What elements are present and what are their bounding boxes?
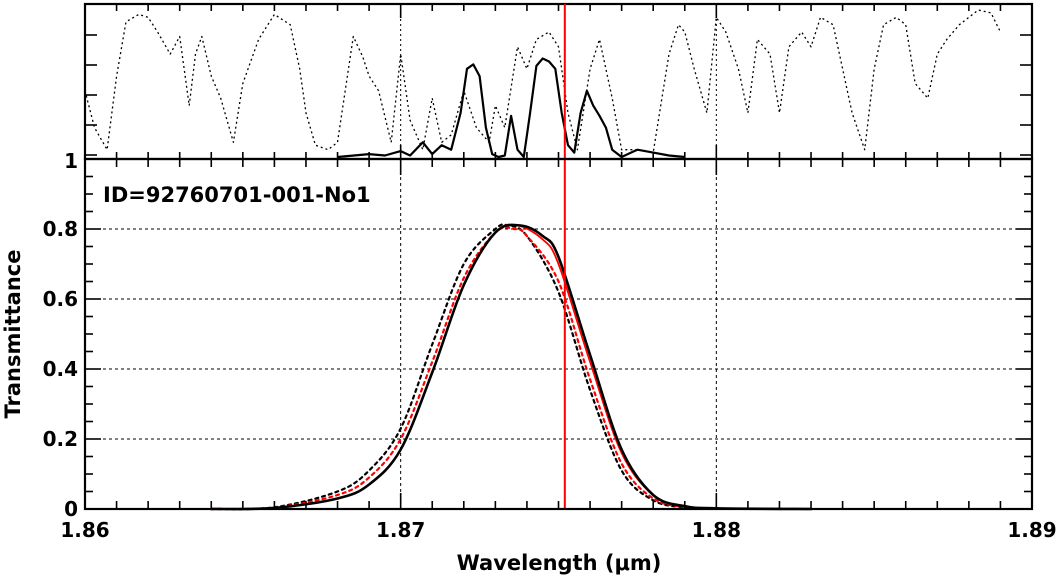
filter-id-annotation: ID=92760701-001-No1: [103, 183, 371, 207]
y-tick-label: 0: [64, 497, 78, 521]
y-tick-label: 0.4: [43, 357, 78, 381]
x-tick-label: 1.86: [60, 518, 109, 542]
y-tick-label: 0.2: [43, 427, 78, 451]
x-axis-title: Wavelength (μm): [457, 551, 662, 575]
bottom-panel-transmittance-plot: 1.86 1.87 1.88 1.89 0 0.2 0.4 0.6 0.8: [43, 4, 1056, 542]
top-atmosphere-series: [84, 9, 1001, 154]
transmittance-series-solid-red: [210, 223, 812, 510]
top-panel-frame: [83, 2, 1034, 161]
bottom-panel-frame: [83, 157, 1034, 511]
y-tick-label: 0.8: [43, 217, 78, 241]
x-tick-label: 1.89: [1007, 518, 1056, 542]
x-tick-label: 1.87: [376, 518, 425, 542]
y-tick-label: 0.6: [43, 287, 78, 311]
y-axis-title: Transmittance: [1, 250, 25, 419]
top-panel-atmosphere-plot: [83, 2, 1034, 161]
transmittance-series-dotted-red: [210, 226, 813, 511]
x-tick-label: 1.88: [692, 518, 741, 542]
top-sky-emission-series: [337, 57, 685, 159]
transmittance-series-dotted-black: [210, 223, 813, 511]
transmittance-series-solid-black: [210, 223, 813, 511]
top-panel-y-tick-label: 1: [64, 149, 78, 173]
